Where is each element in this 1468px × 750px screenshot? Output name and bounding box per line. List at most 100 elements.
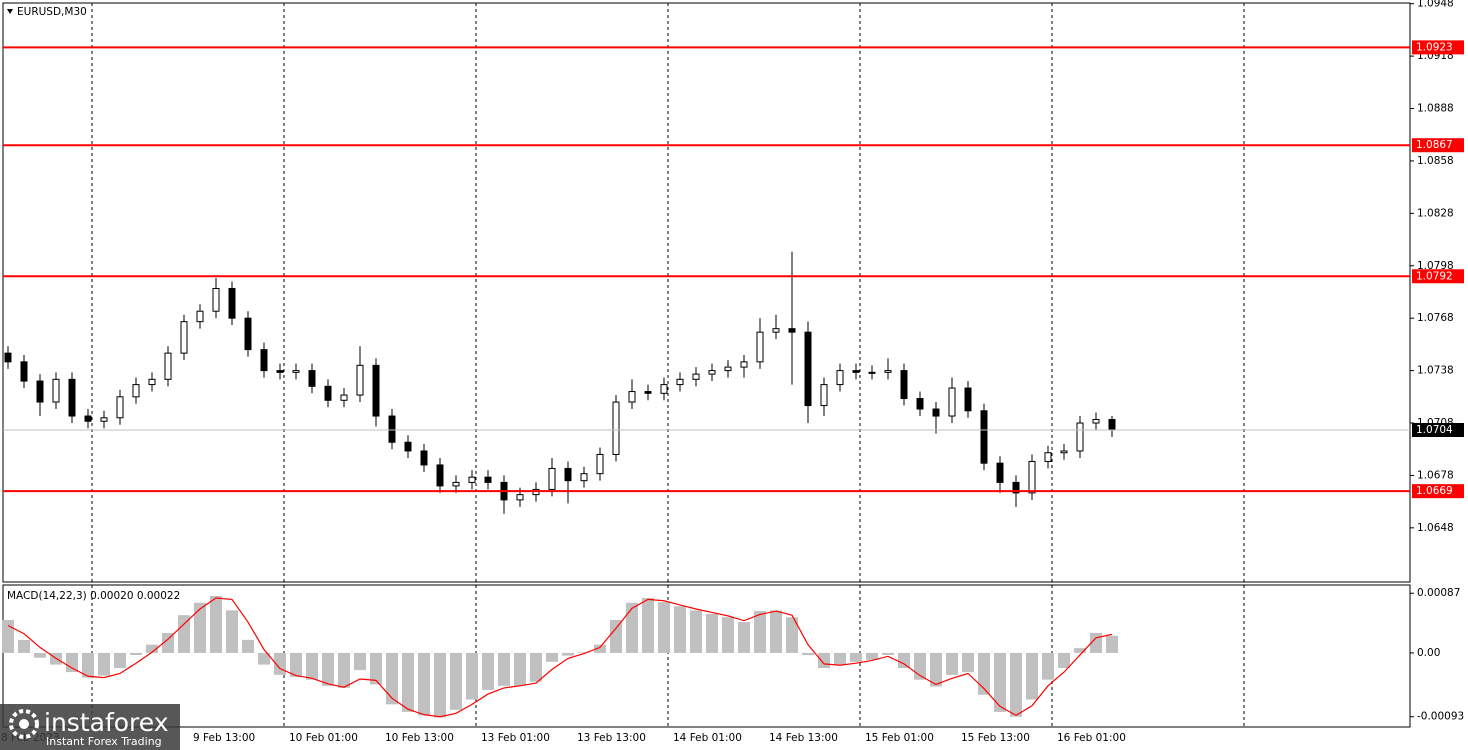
macd-bar (162, 633, 174, 653)
level-label: 1.0923 (1416, 41, 1453, 53)
candle-body (708, 370, 716, 375)
candle-body (356, 364, 364, 396)
macd-bar (2, 619, 14, 653)
y-tick-label: 1.0648 (1417, 522, 1454, 534)
candle-body (164, 352, 172, 380)
macd-bar (66, 652, 78, 673)
macd-bar (1026, 652, 1038, 700)
x-tick-label: 10 Feb 13:00 (385, 732, 454, 744)
macd-bar (514, 652, 526, 686)
candle-body (420, 450, 428, 466)
y-tick-label: 1.0768 (1417, 312, 1454, 324)
macd-bar (82, 652, 94, 678)
macd-bar (290, 652, 302, 677)
macd-bar (386, 652, 398, 705)
y-tick-label: 1.0738 (1417, 365, 1454, 377)
candle-body (1108, 419, 1116, 431)
candle-body (20, 361, 28, 382)
x-tick-label: 15 Feb 01:00 (865, 732, 934, 744)
macd-panel (2, 584, 1411, 728)
macd-bar (338, 652, 350, 688)
candle-body (836, 370, 844, 386)
macd-bar (34, 652, 46, 658)
macd-bar (146, 644, 158, 653)
candle-body (276, 370, 284, 373)
brand: instaforex (44, 708, 169, 737)
x-tick-label: 10 Feb 01:00 (289, 732, 358, 744)
y-tick-label: 1.0948 (1417, 0, 1454, 10)
candle-body (724, 366, 732, 372)
candle-body (132, 384, 140, 398)
macd-bar (530, 652, 542, 682)
symbol-menu-arrow[interactable] (7, 9, 13, 14)
price-panel (2, 2, 1411, 583)
y-tick-label: 0.00 (1417, 647, 1440, 659)
macd-bar (258, 652, 270, 665)
candle-body (36, 380, 44, 403)
macd-bar (786, 617, 798, 653)
candle-body (788, 328, 796, 333)
x-tick-label: 15 Feb 13:00 (961, 732, 1030, 744)
current-price-label: 1.0704 (1416, 424, 1453, 436)
candle-body (116, 396, 124, 419)
macd-bar (482, 652, 494, 690)
candle-body (516, 494, 524, 501)
candle-body (676, 378, 684, 386)
y-tick-label: 0.00087 (1417, 587, 1460, 599)
x-tick-label: 16 Feb 01:00 (1057, 732, 1126, 744)
macd-bar (994, 652, 1006, 712)
candle-body (244, 317, 252, 351)
candle-body (324, 385, 332, 401)
macd-bar (450, 652, 462, 710)
level-label-box (1412, 40, 1464, 55)
macd-bar (562, 652, 574, 656)
vertical-grid (91, 3, 1245, 727)
macd-bar (754, 611, 766, 653)
macd-bar (930, 652, 942, 687)
candle-body (756, 331, 764, 363)
candle-body (404, 441, 412, 452)
candle-body (228, 287, 236, 319)
macd-bar (1074, 648, 1086, 653)
candle-body (804, 331, 812, 407)
candle-body (452, 481, 460, 487)
macd-bar (962, 652, 974, 673)
y-tick-label: 1.0828 (1417, 207, 1454, 219)
candle-body (468, 476, 476, 483)
macd-bar (674, 606, 686, 653)
macd-bar (882, 652, 894, 655)
macd-bar (98, 652, 110, 676)
signal-line (7, 597, 1113, 718)
x-tick-label: 9 Feb 13:00 (193, 732, 255, 744)
macd-bar (210, 595, 222, 653)
candle-body (484, 476, 492, 483)
x-tick-label: 14 Feb 01:00 (673, 732, 742, 744)
candle-body (68, 378, 76, 417)
logo-icon-core (19, 719, 29, 729)
macd-bar (354, 652, 366, 671)
macd-bar (722, 617, 734, 653)
macd-bar (194, 602, 206, 653)
candle-body (260, 349, 268, 372)
candle-body (980, 410, 988, 464)
candle-body (180, 321, 188, 354)
candle-body (740, 361, 748, 368)
macd-bar (18, 639, 30, 653)
candle-body (932, 408, 940, 417)
candle-body (340, 394, 348, 401)
x-tick-label: 13 Feb 01:00 (481, 732, 550, 744)
y-tick-label: 1.0888 (1417, 103, 1454, 115)
candle-body (1092, 419, 1100, 424)
candle-body (388, 415, 396, 443)
level-label: 1.0669 (1416, 485, 1453, 497)
level-label-box (1412, 484, 1464, 499)
candle-body (692, 373, 700, 380)
macd-bar (114, 652, 126, 669)
indicator-title: MACD(14,22,3) 0.00020 0.00022 (7, 590, 180, 602)
macd-bar (178, 615, 190, 653)
candle-body (1044, 452, 1052, 462)
macd-bar (226, 610, 238, 653)
candle-body (948, 387, 956, 417)
candle-body (372, 364, 380, 417)
